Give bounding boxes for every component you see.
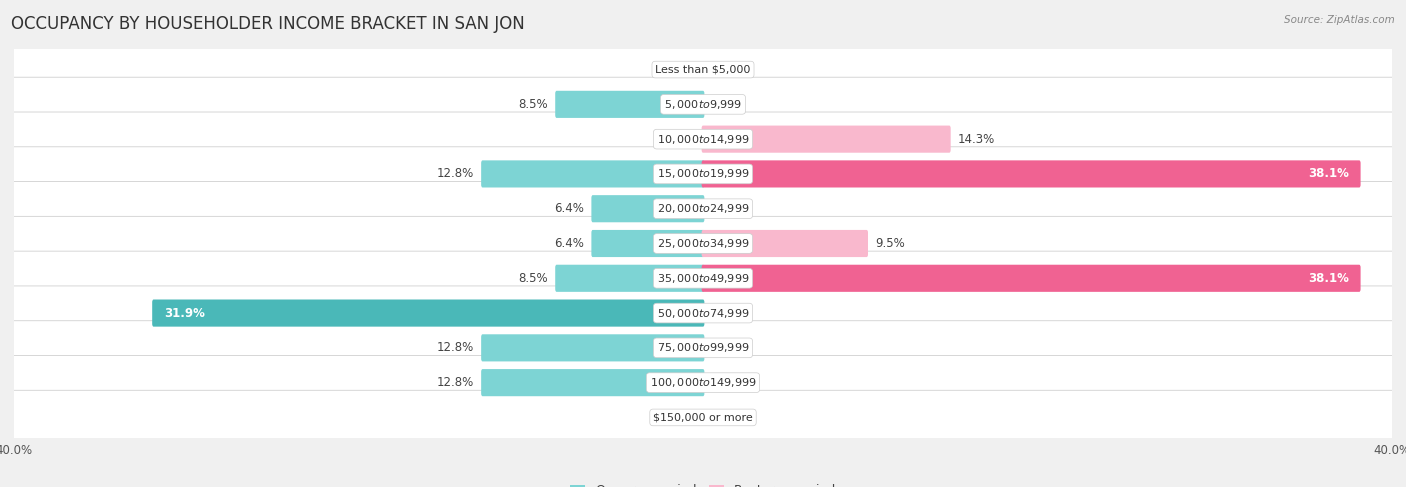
- Text: $5,000 to $9,999: $5,000 to $9,999: [664, 98, 742, 111]
- Text: 0.0%: 0.0%: [713, 376, 742, 389]
- Text: 0.0%: 0.0%: [713, 202, 742, 215]
- Text: OCCUPANCY BY HOUSEHOLDER INCOME BRACKET IN SAN JON: OCCUPANCY BY HOUSEHOLDER INCOME BRACKET …: [11, 15, 524, 33]
- Text: 8.5%: 8.5%: [519, 98, 548, 111]
- Text: 12.8%: 12.8%: [437, 168, 474, 180]
- Text: 0.0%: 0.0%: [664, 411, 693, 424]
- FancyBboxPatch shape: [0, 216, 1406, 271]
- Text: $20,000 to $24,999: $20,000 to $24,999: [657, 202, 749, 215]
- Text: 38.1%: 38.1%: [1308, 168, 1348, 180]
- Text: 9.5%: 9.5%: [875, 237, 905, 250]
- FancyBboxPatch shape: [0, 147, 1406, 201]
- Text: $15,000 to $19,999: $15,000 to $19,999: [657, 168, 749, 180]
- Text: 0.0%: 0.0%: [713, 341, 742, 355]
- Text: 14.3%: 14.3%: [957, 132, 995, 146]
- Text: 6.4%: 6.4%: [554, 202, 583, 215]
- Text: 12.8%: 12.8%: [437, 341, 474, 355]
- FancyBboxPatch shape: [0, 112, 1406, 166]
- FancyBboxPatch shape: [0, 77, 1406, 131]
- FancyBboxPatch shape: [555, 91, 704, 118]
- FancyBboxPatch shape: [0, 390, 1406, 445]
- FancyBboxPatch shape: [702, 160, 1361, 187]
- Text: 0.0%: 0.0%: [713, 411, 742, 424]
- Text: 8.5%: 8.5%: [519, 272, 548, 285]
- Text: $150,000 or more: $150,000 or more: [654, 412, 752, 422]
- Legend: Owner-occupied, Renter-occupied: Owner-occupied, Renter-occupied: [565, 479, 841, 487]
- Text: 31.9%: 31.9%: [165, 307, 205, 319]
- Text: Source: ZipAtlas.com: Source: ZipAtlas.com: [1284, 15, 1395, 25]
- Text: 0.0%: 0.0%: [713, 63, 742, 76]
- Text: 38.1%: 38.1%: [1308, 272, 1348, 285]
- Text: $75,000 to $99,999: $75,000 to $99,999: [657, 341, 749, 355]
- FancyBboxPatch shape: [481, 160, 704, 187]
- Text: $50,000 to $74,999: $50,000 to $74,999: [657, 307, 749, 319]
- FancyBboxPatch shape: [481, 334, 704, 361]
- Text: 0.0%: 0.0%: [664, 132, 693, 146]
- FancyBboxPatch shape: [592, 230, 704, 257]
- FancyBboxPatch shape: [592, 195, 704, 222]
- Text: 0.0%: 0.0%: [713, 307, 742, 319]
- Text: 0.0%: 0.0%: [664, 63, 693, 76]
- Text: 0.0%: 0.0%: [713, 98, 742, 111]
- Text: $35,000 to $49,999: $35,000 to $49,999: [657, 272, 749, 285]
- Text: $25,000 to $34,999: $25,000 to $34,999: [657, 237, 749, 250]
- FancyBboxPatch shape: [0, 251, 1406, 305]
- FancyBboxPatch shape: [702, 126, 950, 153]
- Text: $10,000 to $14,999: $10,000 to $14,999: [657, 132, 749, 146]
- FancyBboxPatch shape: [702, 230, 868, 257]
- Text: Less than $5,000: Less than $5,000: [655, 65, 751, 75]
- FancyBboxPatch shape: [481, 369, 704, 396]
- FancyBboxPatch shape: [0, 42, 1406, 97]
- Text: 6.4%: 6.4%: [554, 237, 583, 250]
- FancyBboxPatch shape: [0, 321, 1406, 375]
- FancyBboxPatch shape: [152, 300, 704, 327]
- FancyBboxPatch shape: [0, 182, 1406, 236]
- FancyBboxPatch shape: [0, 356, 1406, 410]
- FancyBboxPatch shape: [0, 286, 1406, 340]
- FancyBboxPatch shape: [702, 265, 1361, 292]
- Text: 12.8%: 12.8%: [437, 376, 474, 389]
- FancyBboxPatch shape: [555, 265, 704, 292]
- Text: $100,000 to $149,999: $100,000 to $149,999: [650, 376, 756, 389]
